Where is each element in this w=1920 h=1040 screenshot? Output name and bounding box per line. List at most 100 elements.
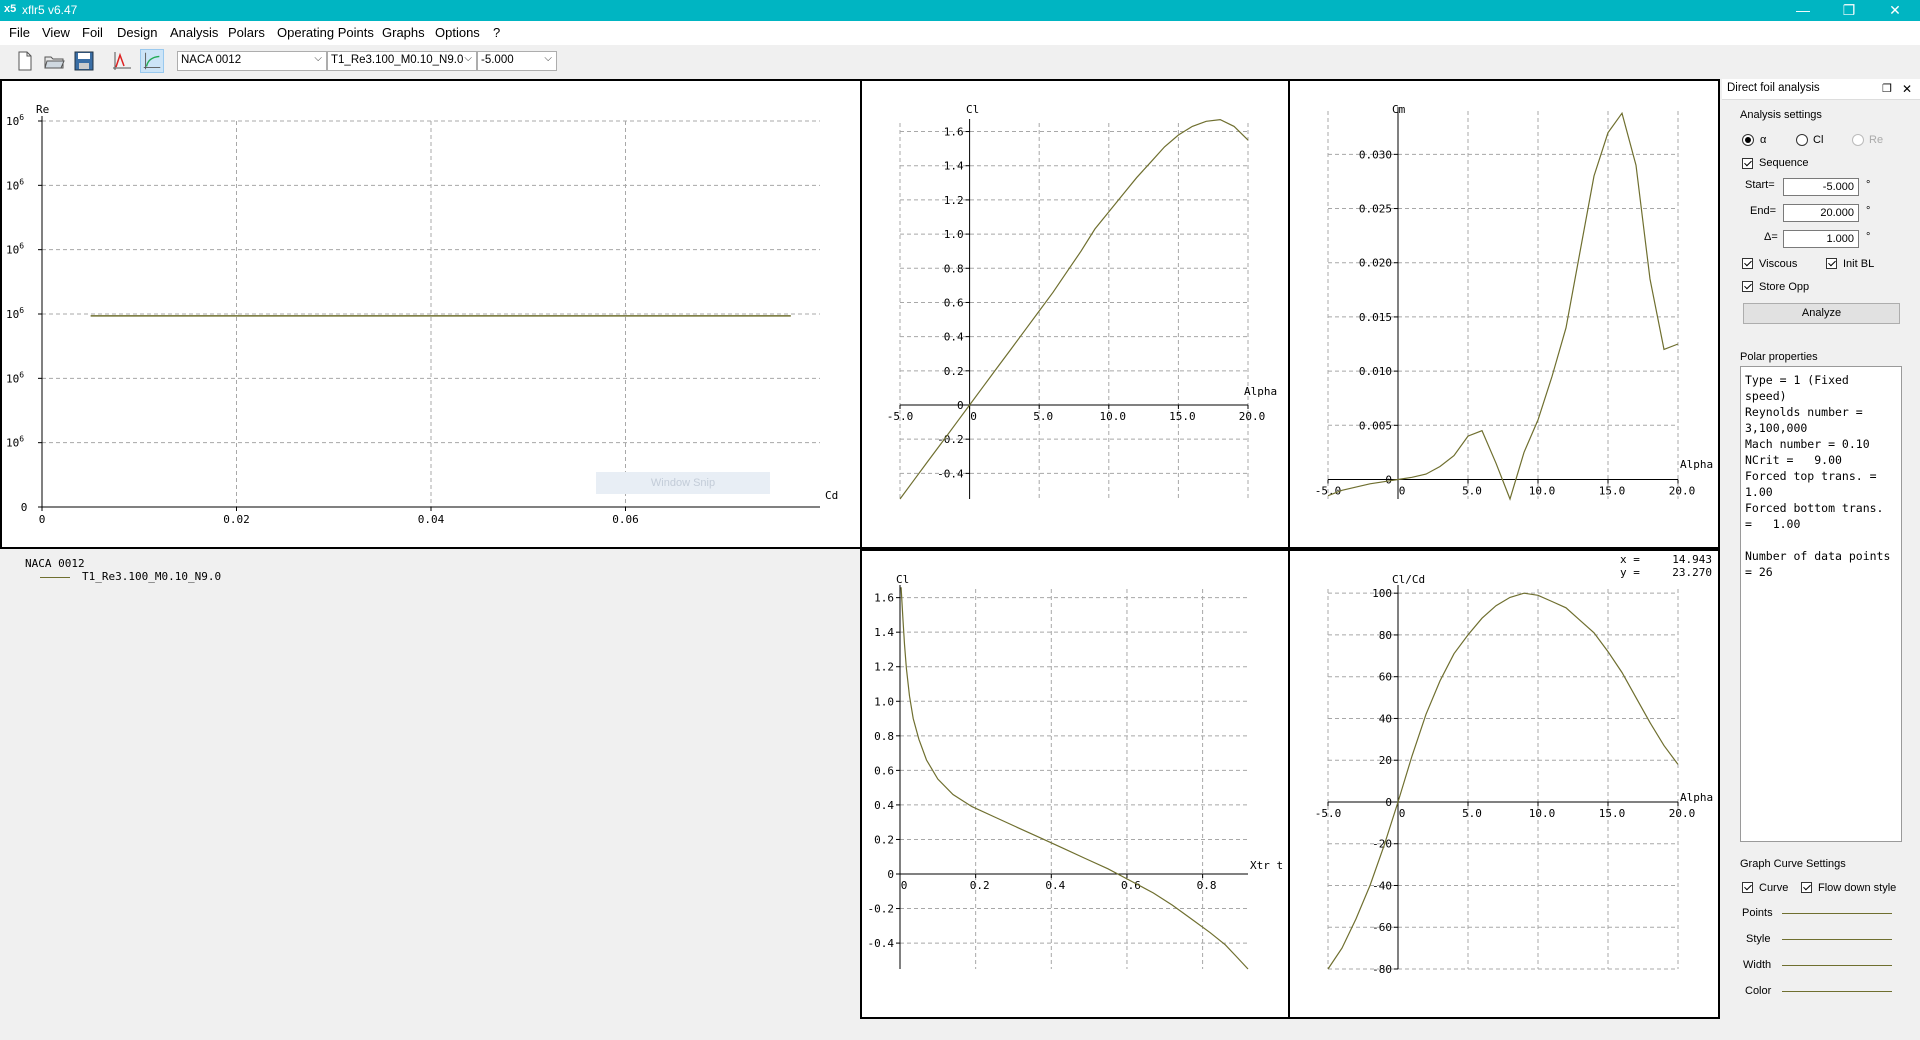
- y-tick-label: 1.0: [944, 228, 964, 241]
- init-bl-checkbox[interactable]: [1826, 258, 1837, 269]
- y-tick-label: 40: [1379, 712, 1392, 725]
- close-icon[interactable]: ✕: [1902, 82, 1913, 96]
- line-style-selector[interactable]: [1782, 939, 1892, 940]
- menu-bar: File View Foil Design Analysis Polars Op…: [0, 21, 1920, 45]
- y-tick-label: 0.4: [944, 331, 964, 344]
- line-color-selector[interactable]: [1782, 991, 1892, 992]
- alpha-radio-label: α: [1760, 134, 1767, 146]
- y-tick-label: 1.4: [944, 160, 964, 173]
- re-radio[interactable]: [1852, 134, 1864, 146]
- y-tick-label: 60: [1379, 671, 1392, 684]
- y-tick-label: 106: [6, 370, 24, 385]
- y-tick-label: 0.005: [1359, 419, 1392, 432]
- points-style-selector[interactable]: [1782, 913, 1892, 914]
- legend-polar-name: T1_Re3.100_M0.10_N9.0: [82, 570, 222, 583]
- graph-panel-cl-alpha[interactable]: -5.0 0 5.0 10.0 15.0 20.0 -0.4 -0.2 0 0.2 0.4 0.6 0.…: [860, 79, 1290, 549]
- menu-operating-points[interactable]: Operating Points: [277, 25, 374, 40]
- init-bl-label: Init BL: [1843, 258, 1875, 270]
- x-tick-label: 20.0: [1239, 410, 1266, 423]
- close-button[interactable]: ✕: [1889, 2, 1901, 18]
- y-tick-label: 106: [6, 113, 24, 128]
- menu-design[interactable]: Design: [117, 25, 158, 40]
- series-line: [899, 118, 1249, 500]
- analysis-settings-label: Analysis settings: [1740, 109, 1822, 121]
- y-tick-label: 0: [887, 868, 894, 881]
- open-folder-icon[interactable]: [42, 49, 66, 73]
- end-input[interactable]: 20.000: [1783, 204, 1859, 222]
- opp-view-icon[interactable]: [110, 49, 134, 73]
- analyze-button[interactable]: Analyze: [1743, 303, 1900, 324]
- y-tick-label: -0.4: [868, 937, 895, 950]
- menu-options[interactable]: Options: [435, 25, 480, 40]
- y-tick-label: 0.030: [1359, 148, 1392, 161]
- line-width-selector[interactable]: [1782, 965, 1892, 966]
- cl-radio[interactable]: [1796, 134, 1808, 146]
- y-tick-label: -0.2: [868, 903, 895, 916]
- x-tick-label: 15.0: [1599, 484, 1626, 497]
- menu-view[interactable]: View: [42, 25, 70, 40]
- polar-select-value: T1_Re3.100_M0.10_N9.0: [331, 54, 464, 66]
- restore-button[interactable]: ❐: [1842, 2, 1856, 18]
- alpha-radio[interactable]: [1742, 134, 1754, 146]
- new-project-icon[interactable]: [12, 49, 36, 73]
- curve-checkbox[interactable]: [1742, 882, 1753, 893]
- curve-label: Curve: [1759, 882, 1789, 894]
- x-tick-label: 0: [39, 513, 46, 526]
- cursor-readout: x = 14.943 y = 23.270: [1620, 553, 1712, 579]
- graph-panel-re-cd[interactable]: 0 0.02 0.04 0.06 0 106 106 106 106 106 106 Cd Re Win…: [0, 79, 862, 549]
- x-tick-label: 10.0: [1100, 410, 1127, 423]
- x-axis-label: Alpha: [1244, 385, 1277, 398]
- menu-file[interactable]: File: [9, 25, 30, 40]
- viscous-label: Viscous: [1759, 258, 1798, 270]
- y-tick-label: 0: [1385, 473, 1392, 486]
- graph-panel-clcd-alpha[interactable]: -5.0 0 5.0 10.0 15.0 20.0 -80 -60 -40 -20 0 20 40 60 8…: [1288, 549, 1720, 1019]
- menu-foil[interactable]: Foil: [82, 25, 103, 40]
- x-tick-label: 15.0: [1169, 410, 1196, 423]
- menu-analysis[interactable]: Analysis: [170, 25, 219, 40]
- app-icon: x5: [4, 3, 17, 15]
- graph-panel-cm-alpha[interactable]: -5.0 0 5.0 10.0 15.0 20.0 0 0.005 0.010 0.015 0.02…: [1288, 79, 1720, 549]
- float-icon[interactable]: ❐: [1882, 83, 1892, 95]
- y-tick-label: 1.6: [874, 592, 894, 605]
- cursor-y-label: y =: [1620, 566, 1640, 579]
- sequence-checkbox[interactable]: [1742, 158, 1753, 169]
- menu-help[interactable]: ?: [493, 25, 501, 40]
- save-icon[interactable]: [72, 49, 96, 73]
- store-opp-label: Store Opp: [1759, 281, 1810, 293]
- foil-select[interactable]: NACA 0012 ⌵: [177, 51, 327, 71]
- x-tick-label: 20.0: [1669, 484, 1696, 497]
- y-tick-label: 0.8: [874, 730, 894, 743]
- minimize-button[interactable]: —: [1796, 2, 1810, 18]
- y-tick-label: 0.2: [944, 365, 964, 378]
- store-opp-checkbox[interactable]: [1742, 281, 1753, 292]
- y-tick-label: -60: [1372, 921, 1392, 934]
- viscous-checkbox[interactable]: [1742, 258, 1753, 269]
- menu-graphs[interactable]: Graphs: [382, 25, 425, 40]
- flow-down-style-checkbox[interactable]: [1801, 882, 1812, 893]
- opp-select[interactable]: -5.000 ⌵: [477, 51, 557, 71]
- polar-select[interactable]: T1_Re3.100_M0.10_N9.0 ⌵: [327, 51, 477, 71]
- menu-polars[interactable]: Polars: [228, 25, 265, 40]
- legend-line-swatch: [40, 576, 70, 578]
- y-axis-label: Cl: [966, 103, 979, 116]
- polar-properties-text: Type = 1 (Fixed speed) Reynolds number =…: [1740, 366, 1902, 842]
- delta-input[interactable]: 1.000: [1783, 230, 1859, 248]
- y-axis-label: Cm: [1392, 103, 1406, 116]
- toolbar: NACA 0012 ⌵ T1_Re3.100_M0.10_N9.0 ⌵ -5.0…: [0, 45, 1920, 77]
- chart-re-cd: 0 0.02 0.04 0.06 0 106 106 106 106 106 106 Cd Re: [6, 103, 838, 526]
- window-snip-watermark: Window Snip: [596, 472, 770, 494]
- graph-panel-cl-xtr[interactable]: 0 0.2 0.4 0.6 0.8 -0.4 -0.2 0 0.2 0.4 0.6 0.8 1.0 1.2…: [860, 549, 1290, 1019]
- cursor-x-label: x =: [1620, 553, 1640, 566]
- chart-clcd-alpha: -5.0 0 5.0 10.0 15.0 20.0 -80 -60 -40 -20 0 20 40 60 8…: [1315, 573, 1713, 976]
- start-input[interactable]: -5.000: [1783, 178, 1859, 196]
- y-tick-label: 0.4: [874, 799, 894, 812]
- points-label: Points: [1742, 907, 1773, 919]
- polar-view-icon[interactable]: [140, 49, 164, 73]
- chevron-down-icon: ⌵: [544, 53, 552, 64]
- x-tick-label: -5.0: [887, 410, 914, 423]
- y-tick-label: 0.8: [944, 262, 964, 275]
- y-tick-label: 1.4: [874, 626, 894, 639]
- legend-item: T1_Re3.100_M0.10_N9.0: [40, 570, 221, 583]
- polar-properties-label: Polar properties: [1740, 351, 1818, 363]
- chart-cl-alpha: -5.0 0 5.0 10.0 15.0 20.0 -0.4 -0.2 0 0.2 0.4 0.6 0.…: [887, 103, 1277, 500]
